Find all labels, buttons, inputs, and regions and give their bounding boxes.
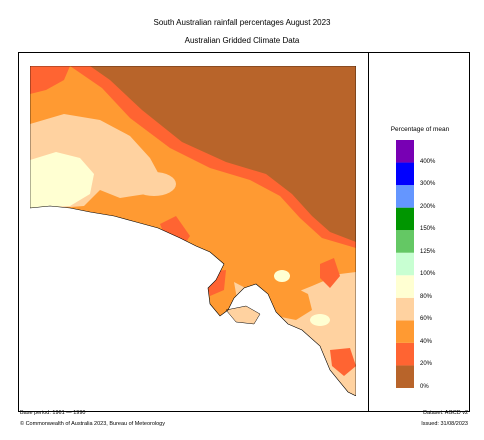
zone-well-below-south xyxy=(330,348,356,376)
map-title: South Australian rainfall percentages Au… xyxy=(153,18,331,27)
legend-label: 20% xyxy=(420,361,433,368)
map-subtitle: Australian Gridded Climate Data xyxy=(184,36,300,45)
legend-label: 150% xyxy=(420,226,436,233)
legend-swatch xyxy=(396,185,414,208)
legend-swatch xyxy=(396,320,414,343)
kangaroo-island xyxy=(225,305,261,325)
legend-title: Percentage of mean xyxy=(390,126,450,133)
base-period: Base period: 1961 — 1990 xyxy=(20,410,86,416)
legend-label: 300% xyxy=(420,181,436,188)
zone-very-much-below xyxy=(90,66,356,242)
legend-colorbar xyxy=(396,140,414,388)
legend-swatch xyxy=(396,207,414,231)
legend-swatch xyxy=(396,140,414,163)
zone-well-below-nw xyxy=(30,66,70,94)
legend-swatch xyxy=(396,230,414,253)
legend-label: 0% xyxy=(420,384,429,390)
legend-label: 400% xyxy=(420,158,436,165)
legend-label: 125% xyxy=(420,248,436,255)
zone-near-mean-se xyxy=(310,314,330,326)
copyright: © Commonwealth of Australia 2023, Bureau… xyxy=(20,421,165,427)
legend-swatch xyxy=(396,342,414,366)
map-frame xyxy=(18,52,470,412)
zone-near-mean-east xyxy=(274,270,290,282)
legend-label: 200% xyxy=(420,203,436,210)
dataset-label: Dataset: AGCD v2 xyxy=(423,410,468,416)
zone-below-se xyxy=(266,286,312,320)
legend-divider xyxy=(368,52,369,412)
legend-label: 100% xyxy=(420,271,436,278)
legend-label: 40% xyxy=(420,338,433,345)
legend-swatch xyxy=(396,252,414,276)
legend-swatch xyxy=(396,275,414,298)
zone-slightly-below-inland xyxy=(132,172,176,196)
legend-label: 60% xyxy=(420,316,433,323)
issued-date: Issued: 31/08/2023 xyxy=(421,421,468,427)
legend-swatch xyxy=(396,297,414,321)
legend-label: 80% xyxy=(420,293,433,300)
legend-swatch xyxy=(396,162,414,186)
coastline xyxy=(30,66,356,396)
legend-swatch xyxy=(396,365,414,388)
zone-near-mean-west xyxy=(30,152,94,208)
rainfall-map xyxy=(30,66,356,396)
zone-well-below-east xyxy=(320,258,340,288)
